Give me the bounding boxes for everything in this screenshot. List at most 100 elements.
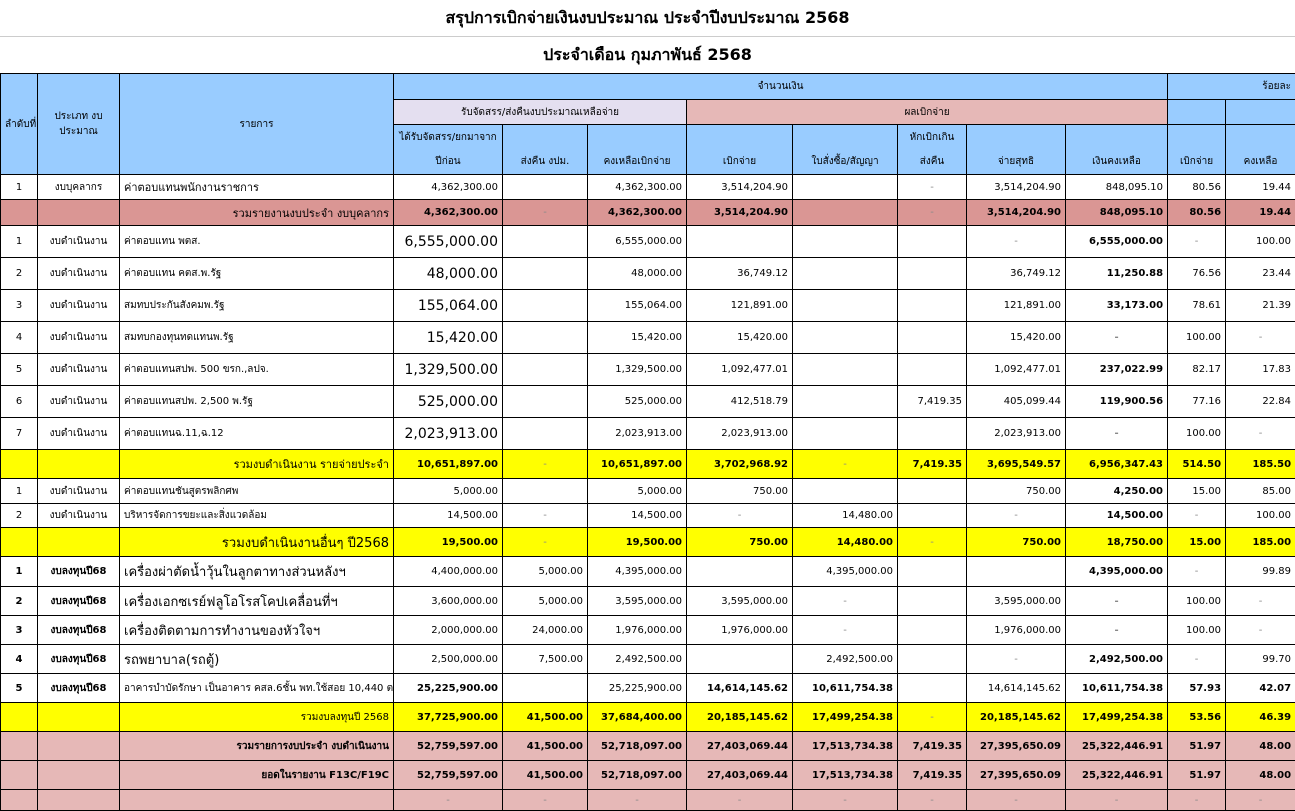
cell-value[interactable]: 119,900.56	[1066, 386, 1168, 418]
item-name[interactable]: ค่าตอบแทนพนักงานราชการ	[120, 175, 394, 200]
cell-value[interactable]: 41,500.00	[503, 732, 588, 761]
cell-value[interactable]: 7,419.35	[898, 450, 967, 479]
cell-value[interactable]: -	[898, 703, 967, 732]
row-number[interactable]: 1	[1, 175, 38, 200]
cell-value[interactable]: 36,749.12	[687, 258, 793, 290]
cell-value[interactable]: 99.89	[1226, 557, 1295, 587]
cell-value[interactable]: -	[1226, 790, 1295, 811]
budget-type[interactable]	[38, 732, 120, 761]
cell-value[interactable]: 121,891.00	[687, 290, 793, 322]
cell-value[interactable]	[898, 616, 967, 645]
cell-value[interactable]: -	[1226, 322, 1295, 354]
cell-value[interactable]	[898, 557, 967, 587]
cell-value[interactable]: 37,684,400.00	[588, 703, 687, 732]
cell-value[interactable]: 22.84	[1226, 386, 1295, 418]
cell-value[interactable]: 19,500.00	[588, 528, 687, 557]
cell-value[interactable]: -	[1168, 790, 1226, 811]
cell-value[interactable]	[503, 354, 588, 386]
cell-value[interactable]: -	[898, 528, 967, 557]
cell-value[interactable]: 7,500.00	[503, 645, 588, 674]
cell-value[interactable]: -	[503, 200, 588, 226]
row-number[interactable]: 2	[1, 587, 38, 616]
cell-value[interactable]: 4,400,000.00	[394, 557, 503, 587]
cell-value[interactable]: 6,555,000.00	[1066, 226, 1168, 258]
cell-value[interactable]: 2,492,500.00	[1066, 645, 1168, 674]
cell-value[interactable]: -	[1066, 790, 1168, 811]
item-name[interactable]: รถพยาบาล(รถตู้)	[120, 645, 394, 674]
cell-value[interactable]	[793, 258, 898, 290]
cell-value[interactable]: -	[503, 790, 588, 811]
cell-value[interactable]: 99.70	[1226, 645, 1295, 674]
cell-value[interactable]: 15,420.00	[394, 322, 503, 354]
cell-value[interactable]: 15,420.00	[588, 322, 687, 354]
cell-value[interactable]: -	[503, 528, 588, 557]
cell-value[interactable]: 48.00	[1226, 732, 1295, 761]
cell-value[interactable]: 27,395,650.09	[967, 732, 1066, 761]
cell-value[interactable]: 78.61	[1168, 290, 1226, 322]
cell-value[interactable]	[793, 175, 898, 200]
cell-value[interactable]: 185.50	[1226, 450, 1295, 479]
cell-value[interactable]: 25,225,900.00	[394, 674, 503, 703]
cell-value[interactable]: -	[1066, 587, 1168, 616]
row-number[interactable]: 1	[1, 479, 38, 504]
cell-value[interactable]: 20,185,145.62	[967, 703, 1066, 732]
cell-value[interactable]	[687, 645, 793, 674]
cell-value[interactable]: 848,095.10	[1066, 175, 1168, 200]
cell-value[interactable]: 10,611,754.38	[1066, 674, 1168, 703]
cell-value[interactable]: 4,395,000.00	[793, 557, 898, 587]
cell-value[interactable]: 52,759,597.00	[394, 761, 503, 790]
cell-value[interactable]	[898, 674, 967, 703]
cell-value[interactable]: 5,000.00	[394, 479, 503, 504]
cell-value[interactable]: 7,419.35	[898, 386, 967, 418]
cell-value[interactable]	[793, 386, 898, 418]
row-number[interactable]	[1, 450, 38, 479]
cell-value[interactable]: -	[793, 450, 898, 479]
cell-value[interactable]: -	[898, 790, 967, 811]
cell-value[interactable]: 27,403,069.44	[687, 732, 793, 761]
budget-type[interactable]: งบลงทุนปี68	[38, 587, 120, 616]
cell-value[interactable]: 2,023,913.00	[967, 418, 1066, 450]
cell-value[interactable]	[793, 479, 898, 504]
cell-value[interactable]: 525,000.00	[394, 386, 503, 418]
row-number[interactable]: 1	[1, 557, 38, 587]
cell-value[interactable]	[793, 322, 898, 354]
cell-value[interactable]: 185.00	[1226, 528, 1295, 557]
subtotal-label[interactable]: รวมรายการงบประจำ งบดำเนินงาน	[120, 732, 394, 761]
cell-value[interactable]	[793, 290, 898, 322]
cell-value[interactable]	[503, 290, 588, 322]
row-number[interactable]	[1, 790, 38, 811]
budget-type[interactable]	[38, 703, 120, 732]
cell-value[interactable]: -	[1226, 616, 1295, 645]
cell-value[interactable]: 100.00	[1168, 587, 1226, 616]
cell-value[interactable]: 5,000.00	[588, 479, 687, 504]
cell-value[interactable]: 100.00	[1226, 226, 1295, 258]
cell-value[interactable]: 1,976,000.00	[967, 616, 1066, 645]
cell-value[interactable]: 2,023,913.00	[588, 418, 687, 450]
cell-value[interactable]: 76.56	[1168, 258, 1226, 290]
cell-value[interactable]: 100.00	[1226, 504, 1295, 528]
cell-value[interactable]: 15,420.00	[687, 322, 793, 354]
cell-value[interactable]: 4,362,300.00	[588, 200, 687, 226]
item-name[interactable]: ค่าตอบแทนสปพ. 2,500 พ.รัฐ	[120, 386, 394, 418]
cell-value[interactable]: 37,725,900.00	[394, 703, 503, 732]
item-name[interactable]: เครื่องติดตามการทำงานของหัวใจฯ	[120, 616, 394, 645]
cell-value[interactable]: -	[898, 200, 967, 226]
cell-value[interactable]: 14,614,145.62	[967, 674, 1066, 703]
row-number[interactable]: 3	[1, 616, 38, 645]
row-number[interactable]: 7	[1, 418, 38, 450]
subtotal-label[interactable]: ยอดในรายงาน F13C/F19C	[120, 761, 394, 790]
cell-value[interactable]: 155,064.00	[394, 290, 503, 322]
cell-value[interactable]	[898, 226, 967, 258]
cell-value[interactable]: 17.83	[1226, 354, 1295, 386]
cell-value[interactable]: 46.39	[1226, 703, 1295, 732]
cell-value[interactable]	[898, 587, 967, 616]
budget-type[interactable]: งบลงทุนปี68	[38, 674, 120, 703]
cell-value[interactable]	[898, 504, 967, 528]
cell-value[interactable]: -	[967, 226, 1066, 258]
row-number[interactable]: 4	[1, 322, 38, 354]
budget-type[interactable]: งบดำเนินงาน	[38, 479, 120, 504]
cell-value[interactable]: 1,976,000.00	[687, 616, 793, 645]
cell-value[interactable]: 51.97	[1168, 761, 1226, 790]
budget-type[interactable]: งบดำเนินงาน	[38, 418, 120, 450]
cell-value[interactable]	[503, 418, 588, 450]
